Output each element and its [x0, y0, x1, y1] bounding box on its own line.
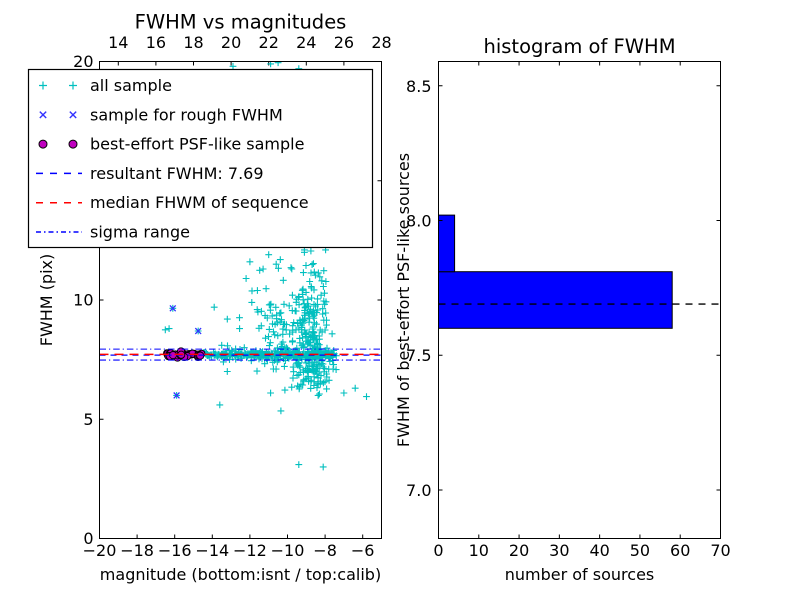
legend-entry-2: best-effort PSF-like sample: [38, 135, 304, 154]
legend: all sample sample for rough FWHM best-effo…: [27, 68, 374, 249]
legend-box: [27, 68, 374, 249]
scatter-xlabel: magnitude (bottom:isnt / top:calib): [100, 565, 381, 584]
legend-label: best-effort PSF-like sample: [90, 135, 304, 154]
histogram-xlabel: number of sources: [505, 565, 655, 584]
legend-label: resultant FWHM: 7.69: [90, 164, 264, 183]
x-tick-label: 20: [509, 541, 529, 560]
legend-circle-marker: [38, 139, 48, 149]
x-tick-label: 10: [469, 541, 489, 560]
legend-cross-marker: [39, 111, 47, 119]
legend-plus-marker: [39, 81, 47, 90]
scatter-frame: [99, 61, 382, 539]
x-tick-label: 0: [433, 541, 443, 560]
x-tick-label-bottom: −16: [158, 541, 192, 560]
y-tick-label: 10: [73, 291, 93, 310]
histogram-bar: [438, 271, 673, 329]
x-tick-label: 60: [670, 541, 690, 560]
legend-entry-1: sample for rough FWHM: [39, 105, 283, 124]
scatter-title: FWHM vs magnitudes: [135, 11, 347, 34]
legend-entry-0: all sample: [39, 76, 172, 95]
x-tick-label: 30: [549, 541, 569, 560]
legend-circle-marker: [68, 139, 78, 149]
x-tick-label: 70: [710, 541, 730, 560]
rough-fwhm-points: [169, 304, 202, 399]
legend-plus-marker: [69, 81, 77, 90]
legend-label: median FHWM of sequence: [90, 193, 309, 212]
y-tick-label: 5: [83, 410, 93, 429]
x-tick-label-top: 26: [334, 33, 354, 52]
y-tick-label: 8.0: [406, 212, 431, 231]
y-tick-label: 7.0: [406, 481, 431, 500]
scatter-ylabel: FWHM (pix): [37, 254, 56, 347]
x-tick-label-top: 28: [371, 33, 391, 52]
legend-label: sample for rough FWHM: [90, 105, 283, 124]
x-tick-label-bottom: −12: [233, 541, 267, 560]
legend-entry-4: median FHWM of sequence: [36, 193, 309, 212]
histogram-title: histogram of FWHM: [483, 35, 675, 58]
x-tick-label-top: 14: [108, 33, 128, 52]
histogram-bar: [438, 214, 456, 273]
y-tick-label: 8.5: [406, 77, 431, 96]
x-tick-label-top: 24: [296, 33, 316, 52]
legend-label: sigma range: [90, 223, 190, 242]
legend-entry-3: resultant FWHM: 7.69: [36, 164, 264, 183]
x-tick-label-top: 22: [259, 33, 279, 52]
x-tick-label-bottom: −6: [351, 541, 375, 560]
y-tick-label: 7.5: [406, 346, 431, 365]
x-tick-label-top: 20: [221, 33, 241, 52]
x-tick-label-bottom: −10: [271, 541, 305, 560]
x-tick-label: 40: [589, 541, 609, 560]
x-tick-label: 50: [630, 541, 650, 560]
x-tick-label-top: 18: [183, 33, 203, 52]
y-tick-label: 0: [83, 529, 93, 548]
histogram-ylabel: FWHM of best-effort PSF-like sources: [394, 153, 413, 447]
x-tick-label-bottom: −8: [313, 541, 337, 560]
histogram-axes: 0 10 20 30 40 50 60 70 7.0 7.5 8.0 8.5 histogram of…: [394, 35, 731, 584]
x-tick-label-bottom: −14: [195, 541, 229, 560]
x-tick-label-top: 16: [146, 33, 166, 52]
x-tick-label-bottom: −18: [120, 541, 154, 560]
legend-label: all sample: [90, 76, 172, 95]
scatter-content: [99, 61, 382, 471]
legend-cross-marker: [69, 111, 77, 119]
x-tick-label-bottom: −20: [83, 541, 117, 560]
legend-entry-5: sigma range: [36, 223, 190, 242]
histogram-frame: [438, 61, 721, 539]
y-tick-label: 20: [73, 52, 93, 71]
